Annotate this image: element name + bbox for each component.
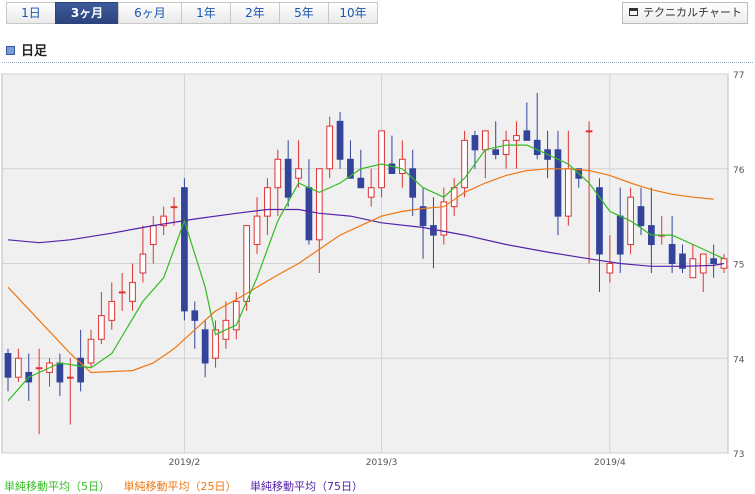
candle-body bbox=[637, 206, 645, 227]
candle-body bbox=[585, 130, 593, 133]
legend-ma75: 単純移動平均（75日） bbox=[250, 480, 363, 493]
candle-body bbox=[492, 149, 500, 156]
chart-title-text: 日足 bbox=[21, 44, 48, 59]
candle-body bbox=[191, 310, 199, 321]
candle-body bbox=[502, 139, 510, 156]
candle-body bbox=[98, 315, 105, 340]
legend-ma25: 単純移動平均（25日） bbox=[123, 480, 237, 493]
y-tick-label: 75 bbox=[733, 261, 744, 271]
candlestick-chart: 77 76 75 74 73 2019/2 2019/3 2019/4 bbox=[1, 71, 745, 468]
candle-body bbox=[554, 149, 562, 217]
period-tabs: 1日 3ヶ月 6ヶ月 1年 2年 5年 10年 bbox=[6, 2, 378, 24]
x-tick-label: 2019/4 bbox=[594, 458, 626, 468]
candle-body bbox=[295, 168, 302, 179]
tab-2years[interactable]: 2年 bbox=[230, 2, 280, 24]
tab-5years[interactable]: 5年 bbox=[279, 2, 329, 24]
window-icon bbox=[629, 8, 638, 16]
candle-body bbox=[347, 158, 354, 179]
candle-body bbox=[129, 281, 136, 302]
candle-body bbox=[419, 206, 427, 227]
candle-body bbox=[596, 187, 603, 255]
legend: 単純移動平均（5日） 単純移動平均（25日） 単純移動平均（75日） bbox=[4, 478, 373, 494]
candle-body bbox=[679, 253, 686, 269]
candle-body bbox=[149, 225, 157, 246]
square-bullet-icon bbox=[6, 46, 15, 55]
candle-body bbox=[232, 300, 240, 331]
candle-body bbox=[699, 253, 707, 274]
candle-body bbox=[533, 139, 541, 156]
technical-chart-button[interactable]: テクニカルチャート bbox=[622, 2, 748, 24]
y-tick-label: 77 bbox=[733, 71, 744, 81]
candle-body bbox=[160, 215, 168, 227]
y-tick-label: 76 bbox=[733, 166, 745, 176]
tab-1year[interactable]: 1年 bbox=[181, 2, 231, 24]
divider bbox=[2, 62, 753, 63]
candle-body bbox=[471, 135, 479, 151]
tab-10years[interactable]: 10年 bbox=[328, 2, 378, 24]
x-tick-label: 2019/3 bbox=[366, 458, 398, 468]
candle-body bbox=[378, 130, 385, 189]
candle-body bbox=[710, 258, 717, 264]
candle-body bbox=[564, 168, 572, 217]
candle-body bbox=[253, 215, 261, 246]
candle-body bbox=[284, 158, 292, 198]
candle-body bbox=[15, 357, 22, 378]
candle-body bbox=[461, 139, 468, 189]
candle-body bbox=[523, 130, 531, 141]
candle-body bbox=[305, 187, 313, 241]
candle-body bbox=[689, 258, 697, 279]
candle-body bbox=[315, 168, 323, 241]
candle-body bbox=[367, 187, 375, 198]
ma75-line bbox=[7, 208, 725, 267]
candle-body bbox=[481, 130, 489, 151]
chart-title: 日足 bbox=[6, 40, 47, 59]
candle-body bbox=[606, 263, 614, 274]
candle-body bbox=[668, 244, 676, 265]
tab-6months[interactable]: 6ヶ月 bbox=[118, 2, 182, 24]
tab-1day[interactable]: 1日 bbox=[6, 2, 56, 24]
y-tick-label: 73 bbox=[733, 450, 744, 460]
candle-body bbox=[388, 163, 396, 174]
candle-body bbox=[264, 187, 271, 217]
candle-body bbox=[513, 135, 520, 141]
candle-body bbox=[77, 357, 84, 383]
candle-body bbox=[170, 206, 178, 209]
candle-body bbox=[118, 291, 126, 294]
candle-body bbox=[201, 329, 209, 364]
ma5-line bbox=[7, 144, 725, 402]
tab-3months[interactable]: 3ヶ月 bbox=[55, 2, 119, 24]
y-tick-label: 74 bbox=[733, 355, 745, 365]
candle-body bbox=[181, 187, 188, 312]
candle-body bbox=[336, 120, 344, 160]
candle-body bbox=[243, 225, 251, 302]
candle-body bbox=[4, 353, 12, 378]
candle-body bbox=[56, 362, 64, 383]
candle-body bbox=[212, 329, 219, 359]
candle-body bbox=[87, 338, 95, 364]
candle-body bbox=[616, 215, 624, 255]
ma25-line bbox=[7, 168, 714, 374]
candle-body bbox=[357, 177, 365, 189]
candle-body bbox=[440, 201, 448, 236]
candle-body bbox=[409, 168, 417, 198]
technical-chart-label: テクニカルチャート bbox=[643, 6, 742, 19]
candle-body bbox=[66, 376, 74, 379]
candle-body bbox=[326, 125, 334, 170]
candle-body bbox=[450, 187, 458, 208]
candle-body bbox=[398, 158, 406, 174]
candle-body bbox=[139, 253, 147, 274]
candle-body bbox=[35, 367, 43, 370]
x-tick-label: 2019/2 bbox=[169, 458, 201, 468]
candle-body bbox=[108, 300, 116, 321]
legend-ma5: 単純移動平均（5日） bbox=[4, 480, 110, 493]
candle-body bbox=[274, 158, 282, 189]
